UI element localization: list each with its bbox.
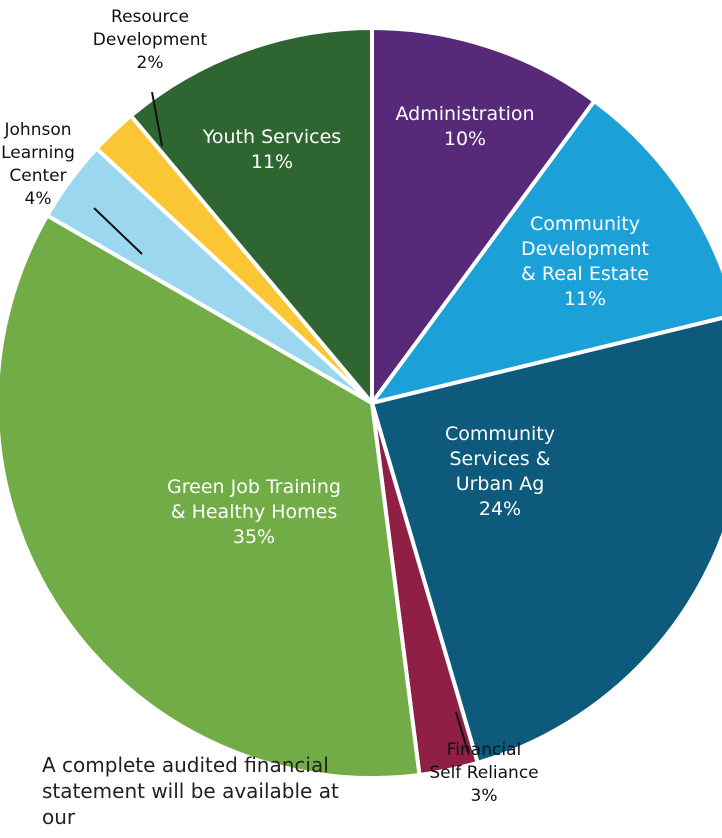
slice-label-4: Green Job Training & Healthy Homes 35%: [167, 476, 341, 548]
leader-line-3: [455, 711, 469, 753]
pie-slice-1: [370, 99, 722, 405]
slice-label-7: Youth Services 11%: [202, 126, 341, 173]
slice-label-0: Administration 10%: [395, 103, 534, 150]
leader-line-5: [93, 207, 143, 255]
slice-label-3: Financial Self Reliance 3%: [429, 740, 538, 806]
slice-label-2: Community Services & Urban Ag 24%: [445, 423, 555, 520]
leader-line-6: [151, 91, 163, 147]
slice-label-5: Johnson Learning Center 4%: [1, 120, 75, 209]
pie-slices: [0, 26, 722, 780]
leader-lines: [93, 91, 469, 753]
pie-slice-0: [370, 26, 597, 405]
pie-slice-7: [128, 26, 374, 405]
slice-label-6: Resource Development 2%: [93, 7, 208, 73]
pie-slice-4: [0, 213, 422, 780]
footnote-text: A complete audited financial statement w…: [42, 753, 339, 829]
pie-slice-2: [370, 316, 722, 765]
slice-labels: Administration 10% Community Development & R…: [1, 7, 649, 806]
slice-label-1: Community Development & Real Estate 11%: [521, 213, 649, 310]
